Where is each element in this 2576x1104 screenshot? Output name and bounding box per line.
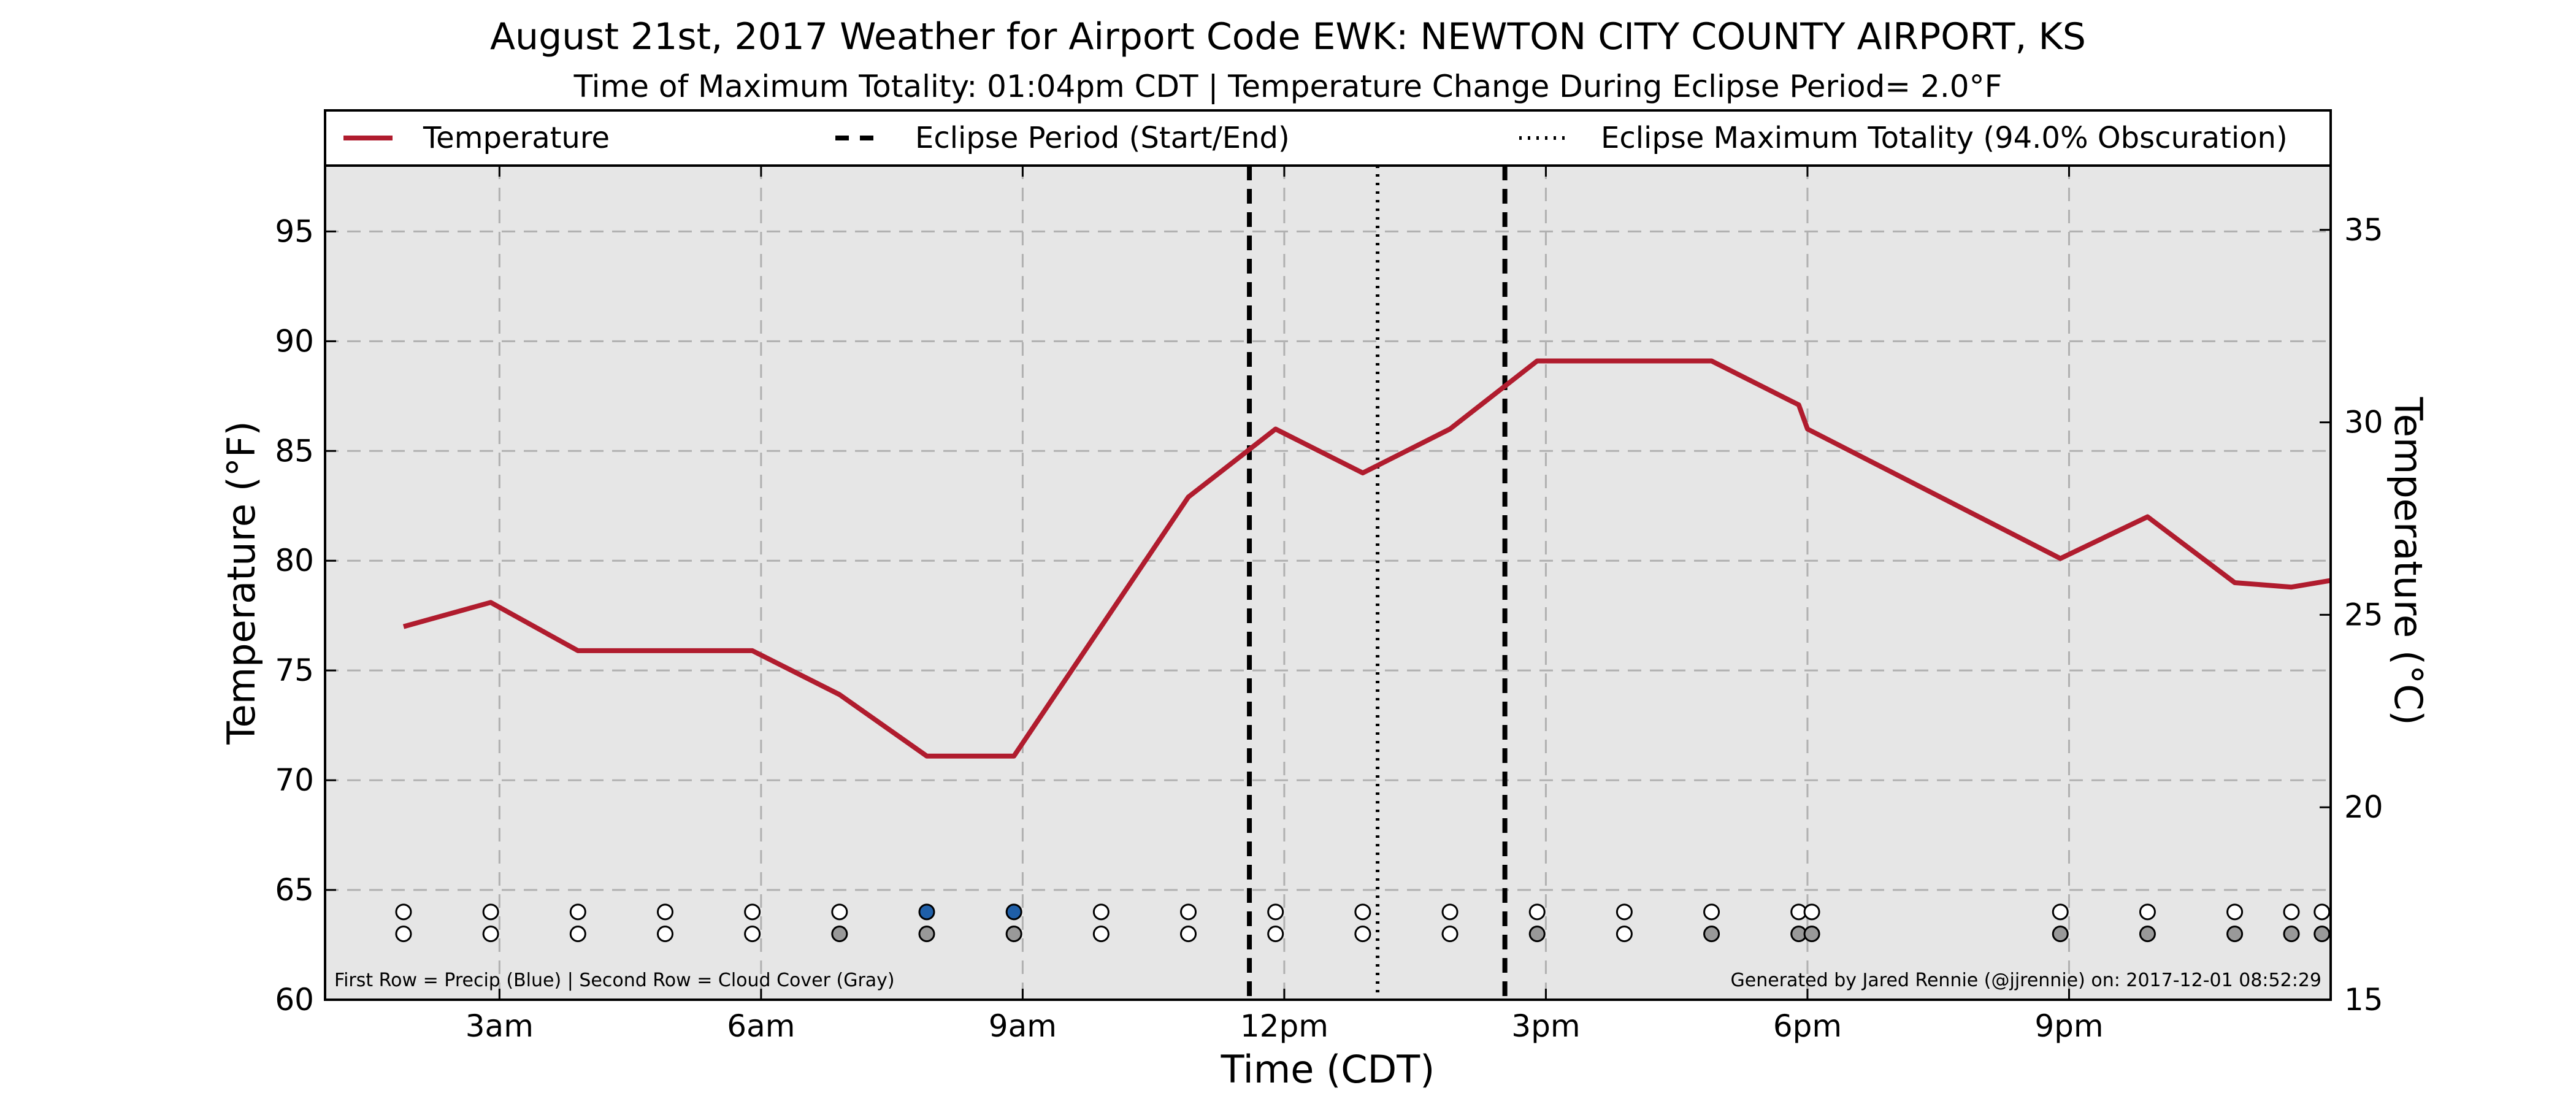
x-tick-label: 3pm bbox=[1511, 1008, 1580, 1044]
y-axis-label: Temperature (°F) bbox=[219, 421, 264, 745]
eclipse-markers bbox=[1247, 166, 1508, 1000]
footnote-left: First Row = Precip (Blue) | Second Row =… bbox=[334, 970, 895, 991]
x-axis-label: Time (CDT) bbox=[1221, 1047, 1435, 1092]
precip-dot bbox=[1267, 903, 1284, 921]
precip-dot bbox=[2139, 903, 2156, 921]
precip-dot bbox=[1803, 903, 1820, 921]
y-tick-label: 75 bbox=[275, 653, 314, 688]
precip-dot bbox=[1616, 903, 1633, 921]
cloud-dot bbox=[1267, 926, 1284, 943]
cloud-dot bbox=[1616, 926, 1633, 943]
cloud-dot bbox=[831, 926, 848, 943]
temperature-line bbox=[402, 358, 2331, 759]
precip-dot bbox=[656, 903, 673, 921]
cloud-dot bbox=[656, 926, 673, 943]
precip-dot bbox=[1180, 903, 1197, 921]
cloud-dot bbox=[1092, 926, 1110, 943]
y-tick-label: 80 bbox=[275, 543, 314, 578]
cloud-dot bbox=[1005, 926, 1022, 943]
precip-dot bbox=[918, 903, 935, 921]
cloud-dot bbox=[1803, 926, 1820, 943]
precip-dot bbox=[831, 903, 848, 921]
cloud-dot bbox=[918, 926, 935, 943]
x-tick-label: 12pm bbox=[1240, 1008, 1328, 1044]
legend-box bbox=[324, 109, 2332, 167]
y-axis-left: 60 65 70 75 80 85 90 95 bbox=[275, 213, 336, 1018]
plot-background bbox=[325, 166, 2331, 1000]
y-right-tick-label: 30 bbox=[2344, 405, 2383, 440]
chart-subtitle: Time of Maximum Totality: 01:04pm CDT | … bbox=[573, 69, 2003, 104]
chart-title: August 21st, 2017 Weather for Airport Co… bbox=[490, 15, 2086, 58]
precip-dot bbox=[395, 903, 412, 921]
x-tick-label: 3am bbox=[466, 1008, 534, 1044]
cloud-dot bbox=[2139, 926, 2156, 943]
y-right-tick-label: 35 bbox=[2344, 212, 2383, 248]
legend: Temperature Eclipse Period (Start/End) E… bbox=[324, 109, 2332, 167]
y-tick-label: 90 bbox=[275, 323, 314, 359]
cloud-dot bbox=[482, 926, 499, 943]
y-tick-label: 95 bbox=[275, 213, 314, 249]
cloud-dot bbox=[744, 926, 761, 943]
grid bbox=[325, 166, 2331, 1000]
cloud-dot bbox=[2052, 926, 2069, 943]
cloud-dot bbox=[1180, 926, 1197, 943]
precip-dot bbox=[1528, 903, 1546, 921]
series-layer bbox=[402, 358, 2331, 759]
cloud-dot bbox=[1441, 926, 1459, 943]
cloud-dot bbox=[569, 926, 586, 943]
precip-dot bbox=[569, 903, 586, 921]
x-axis: 3am 6am 9am 12pm 3pm 6pm 9pm bbox=[466, 166, 2104, 1044]
x-tick-label: 9am bbox=[989, 1008, 1057, 1044]
y-tick-label: 70 bbox=[275, 762, 314, 798]
y-tick-label: 60 bbox=[275, 982, 314, 1018]
precip-dot bbox=[2283, 903, 2300, 921]
cloud-dot bbox=[2313, 926, 2331, 943]
y-axis-label-right: Temperature (°C) bbox=[2386, 396, 2431, 725]
legend-label-eclipse-period: Eclipse Period (Start/End) bbox=[915, 121, 1290, 155]
y-right-tick-label: 20 bbox=[2344, 789, 2383, 825]
precip-dot bbox=[2226, 903, 2244, 921]
cloud-dot bbox=[1528, 926, 1546, 943]
precip-dot bbox=[2313, 903, 2331, 921]
x-tick-label: 6am bbox=[727, 1008, 795, 1044]
cloud-dot bbox=[1354, 926, 1371, 943]
cloud-dot bbox=[1703, 926, 1720, 943]
precip-dot bbox=[1703, 903, 1720, 921]
cloud-dot bbox=[2226, 926, 2244, 943]
precip-dot bbox=[1005, 903, 1022, 921]
footnote-right: Generated by Jared Rennie (@jjrennie) on… bbox=[1731, 970, 2321, 991]
y-tick-label: 85 bbox=[275, 433, 314, 469]
precip-dot bbox=[2052, 903, 2069, 921]
observation-dots bbox=[395, 903, 2331, 943]
y-right-tick-label: 15 bbox=[2344, 982, 2383, 1018]
cloud-dot bbox=[2283, 926, 2300, 943]
precip-dot bbox=[1092, 903, 1110, 921]
precip-dot bbox=[744, 903, 761, 921]
precip-dot bbox=[1441, 903, 1459, 921]
y-right-tick-label: 25 bbox=[2344, 597, 2383, 632]
x-tick-label: 9pm bbox=[2034, 1008, 2103, 1044]
y-tick-label: 65 bbox=[275, 872, 314, 908]
x-tick-label: 6pm bbox=[1773, 1008, 1842, 1044]
legend-label-temperature: Temperature bbox=[423, 121, 610, 155]
legend-label-eclipse-max: Eclipse Maximum Totality (94.0% Obscurat… bbox=[1601, 121, 2288, 155]
precip-dot bbox=[482, 903, 499, 921]
precip-dot bbox=[1354, 903, 1371, 921]
cloud-dot bbox=[395, 926, 412, 943]
y-axis-right: 15 20 25 30 35 bbox=[2320, 212, 2383, 1018]
